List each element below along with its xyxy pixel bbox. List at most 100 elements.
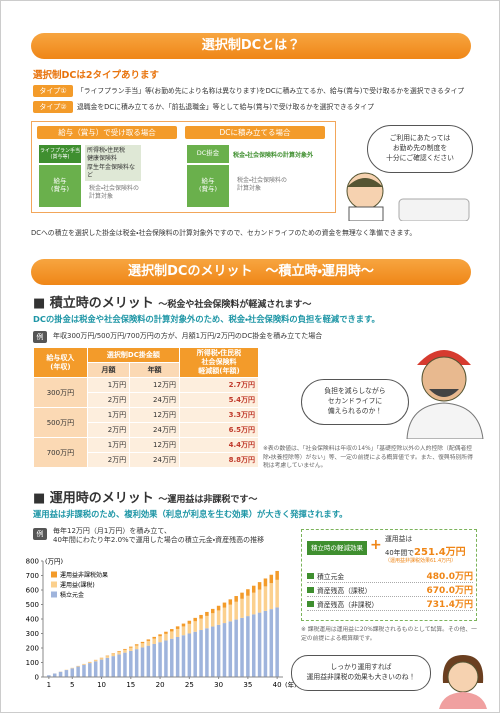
heading-sub: ～税金や社会保険料が軽減されます～ [158,300,312,310]
x-tick-label: 25 [185,681,194,689]
summary-row-value: 670.0万円 [426,586,473,596]
bar-segment [216,610,221,625]
summary-row-label: 資産残高（非課税） [317,601,379,609]
bar-segment [263,610,268,677]
bar-segment [152,636,156,639]
x-tick-label: 1 [47,681,51,689]
legend-label: 運用益(課税) [60,581,95,589]
diagram-header: 給与（賞与）で受け取る場合 [37,126,177,139]
summary-row: 資産残高（非課税） 731.4万円 [307,597,473,611]
table-cell: 8.8万円 [178,452,260,468]
note: ※表の数値は、「社会保険料は年収の14%」「基礎控除以外の人的控除（配偶者控除・… [263,446,473,470]
table-header: 選択制DC掛金額 [86,347,180,363]
bar-segment [88,662,92,664]
bar-segment [134,645,139,650]
y-unit: (万円) [45,558,63,566]
diagram-note: 税金・社会保険料の 計算対象 [237,177,288,193]
table-cell: 700万円 [33,437,88,468]
summary-text: 40年間で [385,549,415,557]
bullet [307,573,314,579]
bar-segment [187,633,192,677]
bar-segment [234,596,238,602]
legend-swatch [51,571,57,578]
bar-segment [76,666,80,677]
diagram-frame [31,121,336,213]
speech-bubble: しっかり運用すれば 運用益非課税の効果も大きいのね！ [291,655,431,691]
body [439,692,487,709]
table-row: 300万円 1万円 12万円 2.7万円 [33,377,260,408]
bar-segment [146,645,151,677]
face [447,661,479,693]
bar-segment [269,574,274,584]
bar-segment [175,626,180,629]
table-cell: 500万円 [33,407,88,438]
speech-bubble: ご利用にあたっては お勤め先の制度を 十分にご確認ください [367,125,473,173]
bar-segment [82,664,86,677]
bar-segment [134,649,139,677]
example-badge: 例 [33,331,47,343]
bar-segment [193,621,197,632]
bar-segment [140,641,145,644]
dc-box: DC掛金 [187,145,229,163]
bar-segment [257,589,262,613]
bar-segment [228,621,233,677]
summary-row-value: 480.0万円 [426,572,473,582]
bar-segment [117,651,121,655]
x-tick-label: 30 [214,681,223,689]
diagram-note: 税金・社会保険料の 計算対象 [89,185,140,201]
summary-row-label: 積立元金 [317,573,345,581]
bar-segment [199,618,203,631]
x-tick-label: 15 [126,681,135,689]
y-tick-label: 700 [26,572,39,580]
bar-segment [158,642,162,677]
y-tick-label: 100 [26,659,39,667]
bar-segment [105,657,110,677]
bar-segment [181,623,186,627]
salary-box: 給与 (賞与) [187,165,229,207]
bar-segment [170,631,174,639]
y-tick-label: 800 [26,558,39,566]
table-row: 2万円 24万円 5.4万円 [34,392,260,408]
heading-sub: ～運用益は非課税です～ [158,495,258,505]
bar-segment [152,643,156,677]
plus: + [370,537,382,553]
bar-segment [251,585,256,593]
note: ※ 課税運用は運用益に20%課税されるものとして試算。その他、一定の前提による概… [301,627,477,642]
table-cell: 1万円 [86,437,131,453]
bar-segment [257,582,262,590]
bar-segment [170,629,174,632]
bar-segment [275,570,279,580]
table-header: 給与収入 (年収) [33,347,88,378]
summary-rows: 積立元金 480.0万円資産残高（課税） 670.0万円 資産残高（非課税） 731.4… [307,569,473,611]
bar-segment [123,649,127,653]
table-row: 2万円 24万円 6.5万円 [34,422,260,438]
bar-segment [158,636,162,643]
bar-segment [251,614,256,677]
bar-segment [170,638,174,677]
bar-segment [275,607,279,677]
x-unit: (年) [285,680,297,689]
table-header: 月額 [86,362,131,378]
bar-segment [246,589,250,596]
bar-segment [187,620,192,624]
bar-segment [88,663,92,677]
type-badge: タイプ② [33,101,73,113]
bar-segment [105,656,110,658]
bar-segment [181,635,186,677]
bar-segment [211,613,215,627]
reduction-table: 給与収入 (年収) 選択制DC掛金額 所得税・住民税 社会保険料 軽減額(年額) 月額… [33,347,260,468]
table-cell: 2万円 [86,422,131,438]
section-title: 選択制DCとは？ [31,33,471,59]
table-cell: 12万円 [129,437,180,453]
bar-segment [140,647,145,677]
table-header: 所得税・住民税 社会保険料 軽減額(年額) [178,347,260,378]
type-text: 退職金をDCに積み立てるか、「前払退職金」等として給与(賞与)で受け取るかを選択… [77,103,374,111]
summary-text: 40年間で251.4万円 [385,543,466,558]
table-cell: 300万円 [33,377,88,408]
hair [347,178,383,187]
summary-row-label: 資産残高（課税） [317,587,372,595]
table-cell: 24万円 [129,422,180,438]
